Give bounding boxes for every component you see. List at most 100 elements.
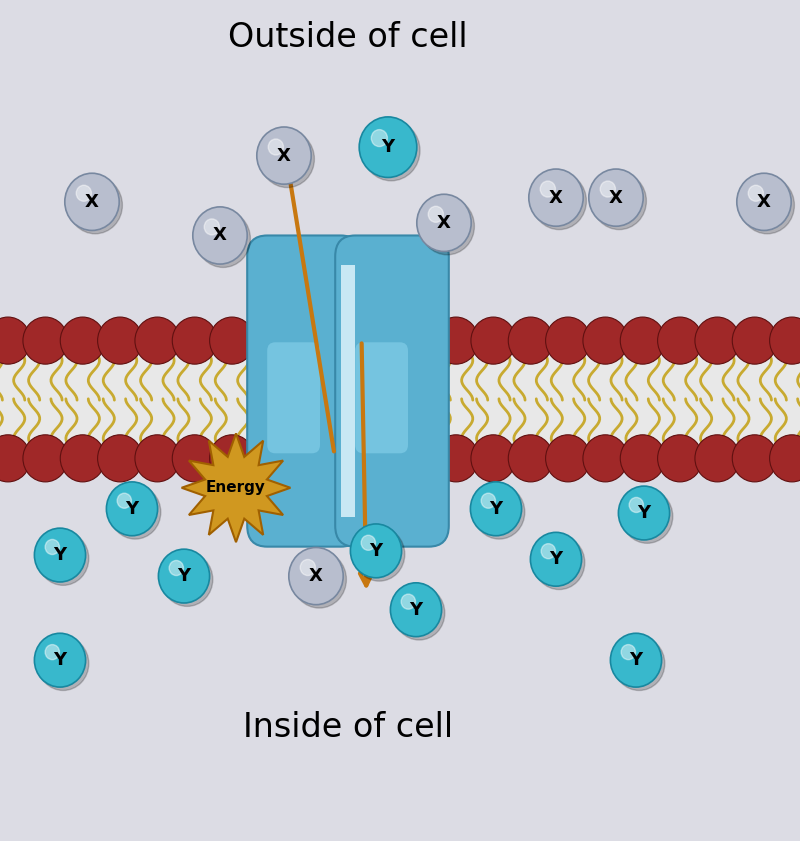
Circle shape	[354, 527, 405, 581]
Text: X: X	[213, 226, 227, 245]
Circle shape	[610, 633, 662, 687]
Circle shape	[732, 317, 777, 364]
Circle shape	[583, 317, 628, 364]
Circle shape	[98, 435, 142, 482]
Text: Y: Y	[370, 542, 382, 560]
Circle shape	[135, 435, 180, 482]
Circle shape	[289, 547, 343, 605]
Circle shape	[508, 435, 553, 482]
Circle shape	[740, 177, 794, 234]
Circle shape	[172, 317, 217, 364]
Circle shape	[695, 317, 740, 364]
Circle shape	[38, 637, 89, 690]
Circle shape	[592, 172, 646, 230]
Circle shape	[117, 493, 131, 508]
Text: Y: Y	[54, 651, 66, 669]
Text: Energy: Energy	[206, 480, 266, 495]
Circle shape	[474, 485, 525, 539]
Circle shape	[45, 539, 59, 554]
Circle shape	[434, 317, 478, 364]
Circle shape	[508, 317, 553, 364]
Circle shape	[106, 482, 158, 536]
Circle shape	[620, 317, 665, 364]
Circle shape	[68, 177, 122, 234]
Circle shape	[210, 317, 254, 364]
Circle shape	[300, 559, 315, 575]
Circle shape	[583, 435, 628, 482]
Circle shape	[362, 120, 420, 181]
Circle shape	[529, 169, 583, 226]
Circle shape	[546, 435, 590, 482]
Circle shape	[618, 486, 670, 540]
Circle shape	[695, 435, 740, 482]
Circle shape	[371, 130, 387, 146]
Circle shape	[481, 493, 495, 508]
Circle shape	[737, 173, 791, 230]
Circle shape	[541, 543, 555, 558]
Circle shape	[401, 594, 415, 609]
Circle shape	[770, 435, 800, 482]
Circle shape	[260, 130, 314, 188]
Text: X: X	[85, 193, 99, 211]
Circle shape	[196, 210, 250, 267]
Circle shape	[471, 317, 516, 364]
Circle shape	[359, 117, 417, 177]
Circle shape	[210, 435, 254, 482]
Text: Y: Y	[638, 504, 650, 522]
Circle shape	[135, 317, 180, 364]
Circle shape	[658, 317, 702, 364]
Circle shape	[470, 482, 522, 536]
Circle shape	[530, 532, 582, 586]
Circle shape	[622, 489, 673, 543]
Circle shape	[45, 644, 59, 659]
Text: X: X	[609, 188, 623, 207]
Circle shape	[162, 553, 213, 606]
FancyBboxPatch shape	[267, 342, 320, 453]
FancyBboxPatch shape	[341, 265, 355, 517]
Text: Y: Y	[126, 500, 138, 518]
Text: X: X	[437, 214, 451, 232]
Circle shape	[60, 435, 105, 482]
FancyBboxPatch shape	[335, 235, 449, 547]
Circle shape	[268, 139, 283, 155]
Circle shape	[257, 127, 311, 184]
Circle shape	[770, 317, 800, 364]
Circle shape	[158, 549, 210, 603]
Circle shape	[0, 317, 30, 364]
Circle shape	[417, 194, 471, 251]
Text: Y: Y	[410, 600, 422, 619]
Text: X: X	[309, 567, 323, 585]
FancyBboxPatch shape	[0, 332, 800, 467]
Text: Inside of cell: Inside of cell	[243, 711, 453, 743]
Circle shape	[534, 536, 585, 590]
Circle shape	[394, 586, 445, 640]
Circle shape	[621, 644, 635, 659]
Circle shape	[614, 637, 665, 690]
Circle shape	[629, 497, 643, 512]
Text: X: X	[757, 193, 771, 211]
Circle shape	[600, 181, 615, 197]
Circle shape	[361, 535, 375, 550]
Circle shape	[65, 173, 119, 230]
Circle shape	[38, 532, 89, 585]
Text: Y: Y	[490, 500, 502, 518]
Text: X: X	[277, 146, 291, 165]
Circle shape	[658, 435, 702, 482]
Circle shape	[98, 317, 142, 364]
Circle shape	[60, 317, 105, 364]
Circle shape	[204, 219, 219, 235]
Circle shape	[0, 435, 30, 482]
Circle shape	[428, 206, 443, 222]
Text: Y: Y	[630, 651, 642, 669]
Circle shape	[34, 528, 86, 582]
Circle shape	[292, 551, 346, 608]
Circle shape	[110, 485, 161, 539]
Circle shape	[350, 524, 402, 578]
Circle shape	[620, 435, 665, 482]
Circle shape	[34, 633, 86, 687]
Circle shape	[532, 172, 586, 230]
Text: Y: Y	[178, 567, 190, 585]
Text: X: X	[549, 188, 563, 207]
Circle shape	[23, 435, 68, 482]
Circle shape	[193, 207, 247, 264]
